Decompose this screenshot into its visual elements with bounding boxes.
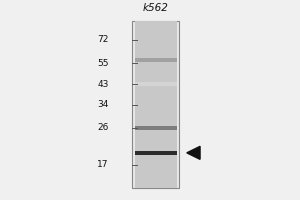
- Text: 17: 17: [97, 160, 109, 169]
- Text: 34: 34: [98, 100, 109, 109]
- Bar: [135, 82, 176, 86]
- Bar: [132, 21, 179, 188]
- Bar: [135, 58, 176, 62]
- Bar: [135, 21, 176, 188]
- Bar: [135, 126, 176, 130]
- Bar: [135, 151, 176, 155]
- Text: 72: 72: [98, 35, 109, 44]
- Text: 26: 26: [98, 123, 109, 132]
- Text: k562: k562: [143, 3, 169, 13]
- Text: 55: 55: [97, 59, 109, 68]
- Polygon shape: [187, 146, 200, 159]
- Text: 43: 43: [98, 80, 109, 89]
